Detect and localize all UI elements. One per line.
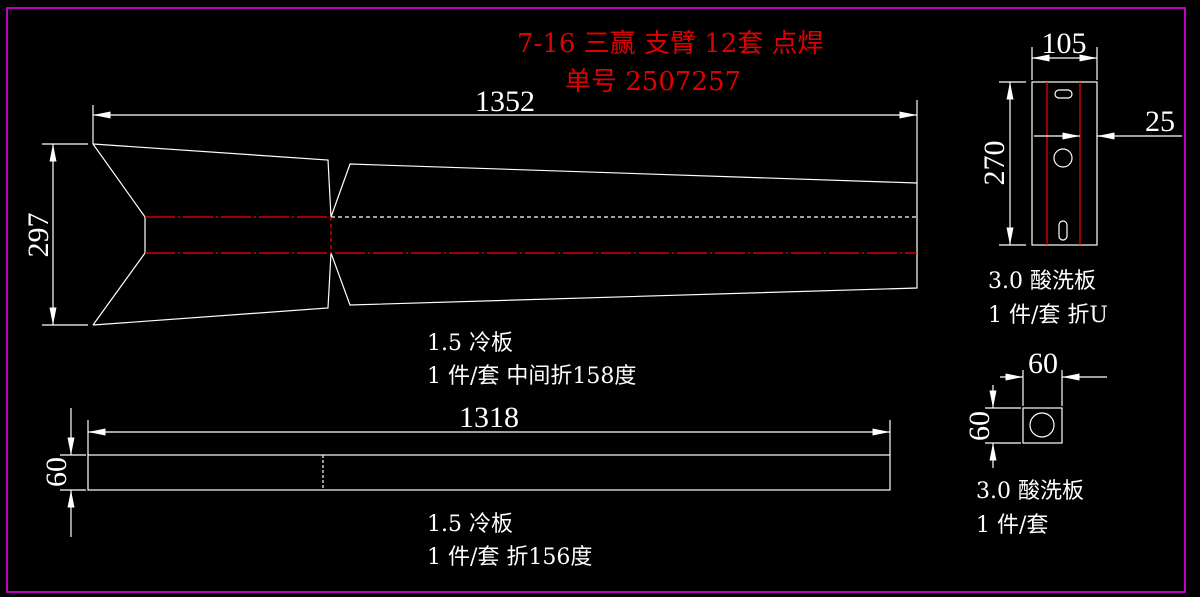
part2-outline — [87, 454, 891, 491]
part4-height-dimension — [985, 385, 1021, 468]
part4-width-dimension — [1000, 370, 1107, 406]
part1-material: 1.5 冷板 — [427, 331, 513, 356]
part4-height-dim: 60 — [963, 411, 996, 441]
part3-width-dim: 105 — [1042, 27, 1087, 60]
part2-length-dimension — [87, 420, 891, 455]
part3-height-dim: 270 — [978, 141, 1011, 186]
part3-outline — [1031, 81, 1098, 246]
part1-note: 1 件/套 中间折158度 — [427, 364, 636, 389]
title-line-2: 单号 2507257 — [565, 67, 741, 97]
part4-outline — [1022, 407, 1063, 444]
part2-length-dim: 1318 — [459, 401, 519, 434]
part4-note: 1 件/套 — [976, 513, 1048, 538]
part1-length-dim: 1352 — [475, 85, 535, 118]
part4-material: 3.0 酸洗板 — [976, 479, 1084, 504]
drawing-border — [6, 7, 1186, 593]
part3-note: 1 件/套 折U — [988, 303, 1108, 328]
part1-height-dim: 297 — [22, 213, 55, 258]
part2-note: 1 件/套 折156度 — [427, 545, 592, 570]
part3-material: 3.0 酸洗板 — [988, 269, 1096, 294]
part3-offset-dim: 25 — [1145, 105, 1175, 138]
part2-height-dim: 60 — [40, 457, 73, 487]
title-line-1: 7-16 三赢 支臂 12套 点焊 — [517, 29, 824, 59]
part2-material: 1.5 冷板 — [427, 512, 513, 537]
part4-width-dim: 60 — [1028, 347, 1058, 380]
part1-outline — [92, 143, 918, 326]
part2-height-dimension — [60, 408, 86, 537]
part1-length-dimension — [92, 100, 918, 183]
part3-width-dimension — [1031, 47, 1098, 80]
part1-height-dimension — [42, 143, 88, 326]
part3-height-dimension — [999, 81, 1026, 246]
